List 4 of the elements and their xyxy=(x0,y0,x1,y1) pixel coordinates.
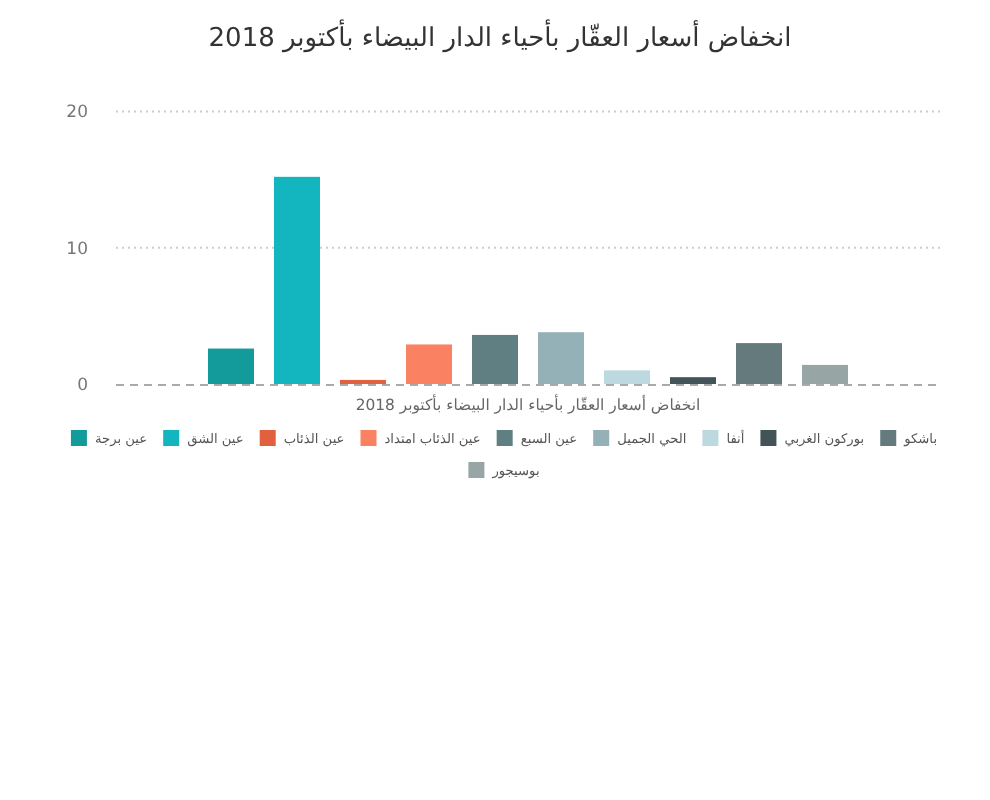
chart-title: انخفاض أسعار العقّار بأحياء الدار البيضاء بأكتوبر 2018 xyxy=(208,18,792,54)
y-tick-label: 20 xyxy=(66,103,88,124)
y-tick-label: 10 xyxy=(66,239,88,260)
y-tick-label: 0 xyxy=(77,376,88,396)
